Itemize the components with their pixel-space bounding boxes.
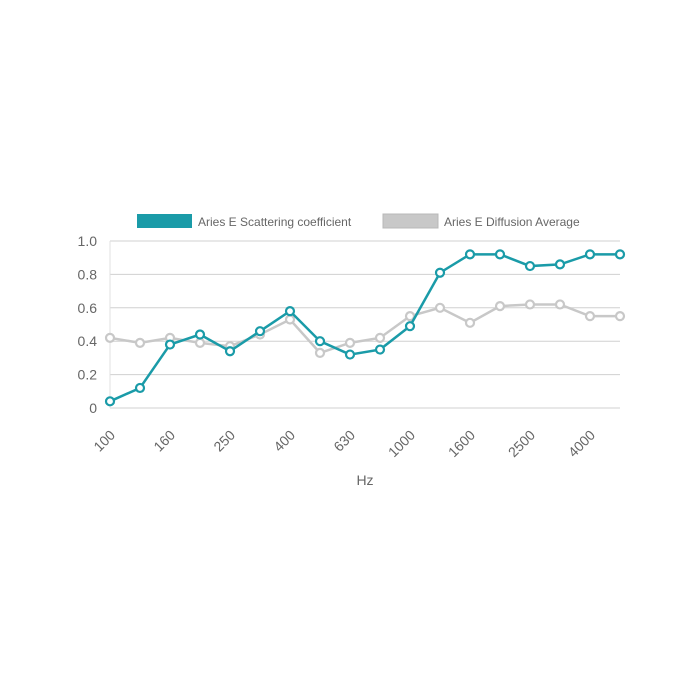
data-point (314, 336, 326, 347)
legend-swatch (137, 214, 192, 228)
x-tick-label: 250 (210, 427, 238, 455)
data-point (284, 314, 296, 325)
x-tick-label: 100 (90, 427, 118, 455)
data-point (524, 299, 536, 310)
legend-label: Aries E Scattering coefficient (198, 215, 352, 229)
x-tick-label: 400 (270, 427, 298, 455)
data-point (464, 317, 476, 328)
data-point (434, 267, 446, 278)
data-point (554, 299, 566, 310)
data-point (554, 259, 566, 270)
data-point (404, 321, 416, 332)
y-tick-label: 0.6 (78, 300, 98, 316)
data-point (314, 347, 326, 358)
data-point (614, 311, 626, 322)
y-tick-label: 0.2 (78, 367, 98, 383)
x-tick-label: 1600 (445, 427, 478, 460)
data-point (254, 326, 266, 337)
data-point (584, 249, 596, 260)
data-point (134, 337, 146, 348)
data-point (584, 311, 596, 322)
data-point (404, 311, 416, 322)
x-tick-label: 2500 (505, 427, 538, 460)
data-point (374, 332, 386, 343)
series-line-1 (109, 303, 620, 355)
x-tick-label: 160 (150, 427, 178, 455)
data-point (374, 344, 386, 355)
data-point (434, 302, 446, 313)
data-point (104, 332, 116, 343)
data-point (194, 329, 206, 340)
x-axis-title: Hz (356, 472, 373, 488)
data-point (524, 260, 536, 272)
data-point (494, 301, 506, 312)
data-point (464, 249, 476, 260)
x-tick-label: 1000 (385, 427, 418, 460)
data-point (224, 346, 236, 357)
data-point (344, 337, 356, 348)
data-point (614, 249, 626, 260)
y-tick-label: 1.0 (78, 233, 98, 249)
data-point (284, 306, 296, 317)
legend-swatch (382, 213, 439, 229)
data-point (344, 349, 356, 360)
legend-label: Aries E Diffusion Average (444, 215, 580, 229)
y-tick-label: 0.4 (78, 333, 98, 349)
data-point (494, 249, 506, 260)
data-point (134, 382, 146, 394)
x-tick-label: 4000 (565, 427, 598, 460)
data-point (194, 337, 206, 348)
data-point (104, 396, 116, 407)
series-line-0 (109, 253, 620, 403)
data-point (164, 339, 176, 350)
y-tick-label: 0.8 (78, 266, 98, 282)
y-tick-label: 0 (89, 400, 97, 416)
x-tick-label: 630 (330, 427, 358, 455)
